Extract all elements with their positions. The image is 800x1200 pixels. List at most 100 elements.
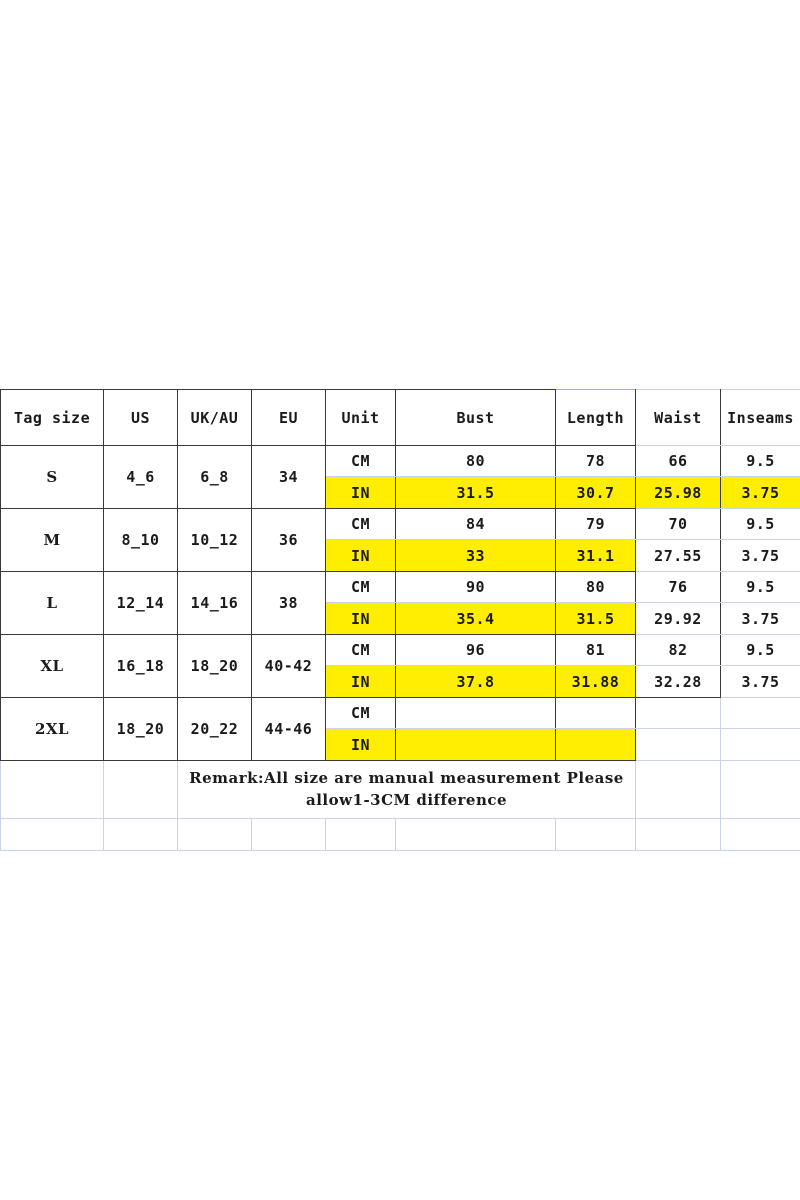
inseams-in-xl: 3.75: [720, 665, 800, 698]
inseams-cm-l: 9.5: [720, 571, 800, 603]
eu-size-xl: 40-42: [251, 634, 326, 698]
tag-size-l: L: [0, 571, 104, 635]
bust-cm-2xl: [395, 697, 556, 729]
waist-in-s: 25.98: [635, 476, 721, 509]
unit-in-m: IN: [325, 539, 396, 572]
unit-cm-m: CM: [325, 508, 396, 540]
length-in-xl: 31.88: [555, 665, 636, 698]
inseams-cm-m: 9.5: [720, 508, 800, 540]
bust-cm-xl: 96: [395, 634, 556, 666]
waist-cm-l: 76: [635, 571, 721, 603]
bust-in-l: 35.4: [395, 602, 556, 635]
remark-spacer-us: [103, 760, 178, 819]
blank-cell-bust: [395, 818, 556, 851]
bust-in-2xl: [395, 728, 556, 761]
remark-spacer-waist: [635, 760, 721, 819]
eu-size-2xl: 44-46: [251, 697, 326, 761]
waist-in-m: 27.55: [635, 539, 721, 572]
waist-in-2xl: [635, 728, 721, 761]
header-waist: Waist: [635, 389, 721, 446]
inseams-cm-s: 9.5: [720, 445, 800, 477]
table-row-l-in: IN 35.4 31.5 29.92 3.75: [1, 602, 800, 635]
length-cm-l: 80: [555, 571, 636, 603]
tag-size-m: M: [0, 508, 104, 572]
unit-in-2xl: IN: [325, 728, 396, 761]
waist-in-l: 29.92: [635, 602, 721, 635]
table-row-2xl-cm: 2XL 18_20 20_22 44-46 CM: [0, 697, 800, 761]
length-cm-m: 79: [555, 508, 636, 540]
header-inseams: Inseams: [720, 389, 800, 446]
length-cm-xl: 81: [555, 634, 636, 666]
waist-cm-2xl: [635, 697, 721, 729]
table-row-m-cm: M 8_10 10_12 36 CM 84 79 70 9.5: [0, 508, 800, 572]
header-us: US: [103, 389, 178, 446]
header-tag-size: Tag size: [0, 389, 104, 446]
eu-size-l: 38: [251, 571, 326, 635]
waist-cm-m: 70: [635, 508, 721, 540]
waist-cm-s: 66: [635, 445, 721, 477]
header-uk-au: UK/AU: [177, 389, 252, 446]
length-in-2xl: [555, 728, 636, 761]
blank-cell-uk: [177, 818, 252, 851]
table-header-row: Tag size US UK/AU EU Unit Bust Length Wa…: [0, 389, 800, 446]
blank-cell-waist: [635, 818, 721, 851]
header-eu: EU: [251, 389, 326, 446]
bust-cm-m: 84: [395, 508, 556, 540]
unit-cm-l: CM: [325, 571, 396, 603]
table-row-s-cm: S 4_6 6_8 34 CM 80 78 66 9.5: [0, 445, 800, 509]
inseams-in-l: 3.75: [720, 602, 800, 635]
us-size-xl: 16_18: [103, 634, 178, 698]
tag-size-2xl: 2XL: [0, 697, 104, 761]
bust-in-s: 31.5: [395, 476, 556, 509]
table-row-m-in: IN 33 31.1 27.55 3.75: [1, 539, 800, 572]
bust-in-m: 33: [395, 539, 556, 572]
uk-au-size-m: 10_12: [177, 508, 252, 572]
table-row-remark: Remark:All size are manual measurement P…: [0, 760, 800, 819]
bust-in-xl: 37.8: [395, 665, 556, 698]
blank-cell-tag: [0, 818, 104, 851]
us-size-2xl: 18_20: [103, 697, 178, 761]
uk-au-size-s: 6_8: [177, 445, 252, 509]
blank-cell-us: [103, 818, 178, 851]
header-length: Length: [555, 389, 636, 446]
unit-cm-2xl: CM: [325, 697, 396, 729]
size-chart-table: Tag size US UK/AU EU Unit Bust Length Wa…: [0, 389, 800, 851]
unit-in-xl: IN: [325, 665, 396, 698]
size-chart-container: Tag size US UK/AU EU Unit Bust Length Wa…: [0, 389, 800, 851]
table-row-xl-cm: XL 16_18 18_20 40-42 CM 96 81 82 9.5: [0, 634, 800, 698]
table-row-s-in: IN 31.5 30.7 25.98 3.75: [1, 476, 800, 509]
inseams-cm-2xl: [720, 697, 800, 729]
waist-in-xl: 32.28: [635, 665, 721, 698]
inseams-in-m: 3.75: [720, 539, 800, 572]
inseams-in-2xl: [720, 728, 800, 761]
inseams-in-s: 3.75: [720, 476, 800, 509]
remark-spacer-inseams: [720, 760, 800, 819]
eu-size-m: 36: [251, 508, 326, 572]
us-size-s: 4_6: [103, 445, 178, 509]
blank-cell-eu: [251, 818, 326, 851]
unit-cm-s: CM: [325, 445, 396, 477]
length-in-m: 31.1: [555, 539, 636, 572]
uk-au-size-xl: 18_20: [177, 634, 252, 698]
waist-cm-xl: 82: [635, 634, 721, 666]
remark-text: Remark:All size are manual measurement P…: [177, 760, 636, 819]
us-size-l: 12_14: [103, 571, 178, 635]
inseams-cm-xl: 9.5: [720, 634, 800, 666]
unit-in-s: IN: [325, 476, 396, 509]
blank-cell-unit: [325, 818, 396, 851]
length-in-l: 31.5: [555, 602, 636, 635]
table-row-blank: [0, 818, 800, 851]
bust-cm-s: 80: [395, 445, 556, 477]
uk-au-size-2xl: 20_22: [177, 697, 252, 761]
unit-in-l: IN: [325, 602, 396, 635]
blank-cell-length: [555, 818, 636, 851]
tag-size-xl: XL: [0, 634, 104, 698]
blank-cell-inseams: [720, 818, 800, 851]
header-unit: Unit: [325, 389, 396, 446]
length-cm-2xl: [555, 697, 636, 729]
tag-size-s: S: [0, 445, 104, 509]
us-size-m: 8_10: [103, 508, 178, 572]
table-row-xl-in: IN 37.8 31.88 32.28 3.75: [1, 665, 800, 698]
header-bust: Bust: [395, 389, 556, 446]
bust-cm-l: 90: [395, 571, 556, 603]
